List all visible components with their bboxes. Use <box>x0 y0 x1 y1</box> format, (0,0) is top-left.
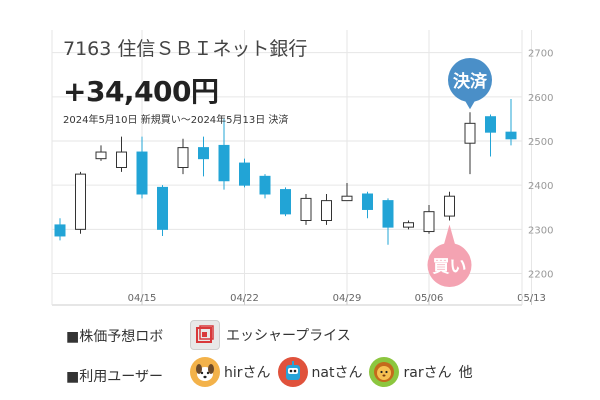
candle-body-up <box>75 173 86 230</box>
robot-label: ■株価予想ロボ <box>66 329 164 345</box>
chart-axes: 2200 2300 2400 2500 2600 2700 04/15 04/22 04/29 0… <box>51 30 553 306</box>
candle-body-down <box>280 189 291 215</box>
candle <box>136 136 148 199</box>
candle-body-up <box>116 151 127 169</box>
candle <box>177 138 189 175</box>
candle <box>362 191 373 219</box>
users-label: ■利用ユーザー <box>66 369 163 385</box>
robot-avatar-icon <box>277 357 308 387</box>
candle-body-up <box>177 147 189 168</box>
sell-marker-pointer <box>464 99 476 110</box>
candlestick-series <box>54 99 517 245</box>
candle-body-up <box>341 195 353 202</box>
y-tick-label: 2400 <box>528 181 553 192</box>
y-tick-label: 2700 <box>528 49 553 60</box>
robot-name[interactable]: エッシャープライス <box>190 320 351 350</box>
sell-marker-label: 決済 <box>453 71 488 92</box>
candle-body-up <box>423 211 435 233</box>
candle-body-down <box>198 147 209 160</box>
candle-body-down <box>362 193 373 210</box>
candle <box>321 194 332 225</box>
candle <box>485 114 496 157</box>
candle <box>341 182 353 202</box>
user-nat[interactable]: natさん <box>277 357 362 387</box>
users-more[interactable]: 他 <box>458 365 473 381</box>
candle-body-down <box>505 131 517 140</box>
sell-marker-bubble <box>448 58 492 102</box>
x-tick-label: 04/22 <box>230 293 259 304</box>
candle <box>259 174 271 199</box>
y-tick-label: 2300 <box>528 225 553 236</box>
dog-avatar-icon <box>190 357 220 387</box>
trade-period: 2024年5月10日 新規買い〜2024年5月13日 決済 <box>63 115 289 126</box>
buy-marker-label: 買い <box>433 257 467 277</box>
candle <box>300 194 312 225</box>
candle-body-down <box>485 116 496 133</box>
candle-body-up <box>464 122 476 144</box>
robot-logo-icon <box>190 320 220 350</box>
candle <box>464 112 476 175</box>
candle <box>239 158 250 188</box>
x-tick-label: 04/15 <box>128 293 157 304</box>
profit-amount: +34,400円 <box>63 75 219 108</box>
candle <box>75 171 86 234</box>
user-hir[interactable]: hirさん <box>190 357 271 387</box>
candle-body-up <box>95 151 107 160</box>
candle-body-down <box>54 224 66 237</box>
user-rar[interactable]: rarさん <box>369 357 452 387</box>
x-tick-label: 05/13 <box>517 293 546 304</box>
candle <box>157 185 168 236</box>
candle-body-down <box>382 200 394 228</box>
candle-body-down <box>259 175 271 195</box>
candle <box>423 205 435 234</box>
candle <box>95 145 107 161</box>
y-tick-label: 2600 <box>528 93 553 104</box>
candle <box>444 191 455 221</box>
candle-body-up <box>300 197 312 222</box>
candle-body-down <box>239 162 250 186</box>
stock-title: 7163 住信ＳＢＩネット銀行 <box>63 38 308 60</box>
candle-body-up <box>403 222 414 228</box>
y-tick-label: 2500 <box>528 137 553 148</box>
candle-body-down <box>218 144 230 182</box>
x-tick-label: 04/29 <box>333 293 362 304</box>
x-tick-label: 05/06 <box>415 293 444 304</box>
candle <box>280 187 291 217</box>
sell-marker: 決済 <box>448 58 492 110</box>
lion-avatar-icon <box>369 357 400 387</box>
candle-body-up <box>321 200 332 221</box>
candle <box>403 220 414 230</box>
candle <box>116 136 127 172</box>
buy-marker: 買い <box>427 224 472 287</box>
candle <box>218 118 230 190</box>
y-tick-label: 2200 <box>528 270 553 281</box>
user-list: hirさん natさん rarさん 他 <box>190 357 473 387</box>
candle-body-down <box>157 186 168 230</box>
candle-body-down <box>136 151 148 195</box>
candle <box>382 198 394 245</box>
candle <box>505 99 517 146</box>
buy-marker-pointer <box>443 224 456 246</box>
candle <box>54 218 66 241</box>
buy-marker-bubble <box>427 243 472 287</box>
candle <box>198 136 209 177</box>
candle-body-up <box>444 195 455 217</box>
